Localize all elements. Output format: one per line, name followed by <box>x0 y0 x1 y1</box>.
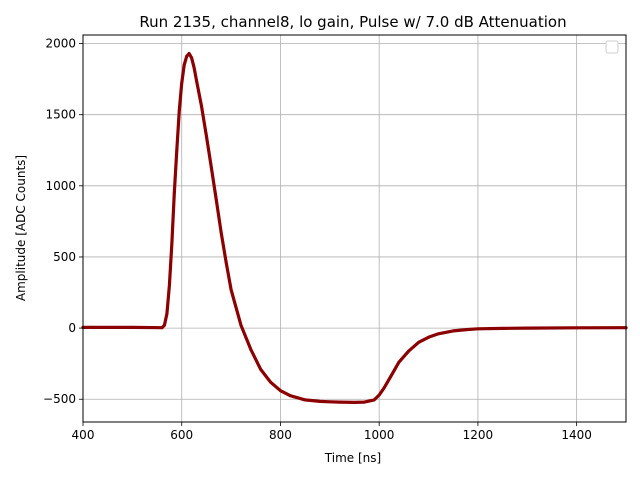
chart-title: Run 2135, channel8, lo gain, Pulse w/ 7.… <box>139 13 566 31</box>
data-point <box>239 323 243 327</box>
data-point <box>328 400 332 404</box>
data-point <box>165 312 169 316</box>
grid <box>82 35 626 422</box>
series-trace-band <box>81 51 628 404</box>
data-point <box>185 54 189 58</box>
data-point <box>187 52 191 55</box>
y-tick-label: 1500 <box>45 108 76 122</box>
data-point <box>392 369 396 373</box>
data-point <box>163 323 166 327</box>
data-point <box>382 386 386 390</box>
data-point <box>190 56 194 60</box>
y-tick-label: 1000 <box>45 179 76 193</box>
data-point <box>172 191 176 195</box>
x-axis-label: Time [ns] <box>324 451 381 465</box>
data-point <box>200 104 203 108</box>
x-tick-label: 1400 <box>561 428 592 442</box>
data-point <box>224 261 228 264</box>
data-point <box>397 360 401 364</box>
data-point <box>175 148 179 152</box>
data-point <box>338 400 342 404</box>
data-point <box>363 400 366 404</box>
y-ticks: −500 0 500 1000 1500 2000 <box>43 37 83 406</box>
data-point <box>525 326 529 330</box>
data-point <box>407 349 411 353</box>
y-tick-label: 500 <box>53 250 76 264</box>
data-point <box>466 328 470 331</box>
data-point <box>192 66 196 70</box>
data-point <box>279 389 282 393</box>
data-point <box>451 329 455 333</box>
data-point <box>182 63 186 67</box>
data-point <box>575 326 578 330</box>
x-tick-label: 1200 <box>463 428 494 442</box>
data-point <box>501 327 504 330</box>
data-point <box>205 134 208 138</box>
y-axis-label: Amplitude [ADC Counts] <box>14 155 28 301</box>
data-point <box>214 198 218 202</box>
data-point <box>180 82 184 85</box>
data-point <box>195 79 198 82</box>
data-point <box>476 327 480 331</box>
data-point <box>437 332 440 336</box>
data-point <box>269 380 272 384</box>
y-tick-label: 2000 <box>45 37 76 51</box>
y-tick-label: −500 <box>43 392 76 406</box>
data-point <box>372 398 376 402</box>
data-point <box>160 326 164 330</box>
data-point <box>229 288 233 292</box>
data-point <box>168 284 171 287</box>
x-tick-label: 400 <box>72 428 95 442</box>
x-tick-label: 800 <box>269 428 292 442</box>
data-point <box>288 394 292 398</box>
x-tick-label: 1000 <box>364 428 395 442</box>
data-point <box>427 335 430 339</box>
plot-frame <box>82 34 627 423</box>
plot-series <box>81 51 628 404</box>
data-point <box>353 401 356 404</box>
data-point <box>303 398 307 402</box>
legend-box <box>605 40 619 54</box>
data-point <box>219 231 223 235</box>
data-point <box>259 368 263 371</box>
x-ticks: 400 600 800 1000 1200 1400 <box>72 422 592 442</box>
y-tick-label: 0 <box>68 321 76 335</box>
data-point <box>377 393 381 397</box>
data-point <box>209 165 213 169</box>
data-point <box>417 340 421 344</box>
x-tick-label: 600 <box>170 428 193 442</box>
data-point <box>131 326 134 329</box>
data-point <box>318 400 322 403</box>
data-point <box>249 348 253 351</box>
data-point <box>170 241 174 245</box>
data-point <box>177 109 181 112</box>
data-point <box>387 377 391 381</box>
